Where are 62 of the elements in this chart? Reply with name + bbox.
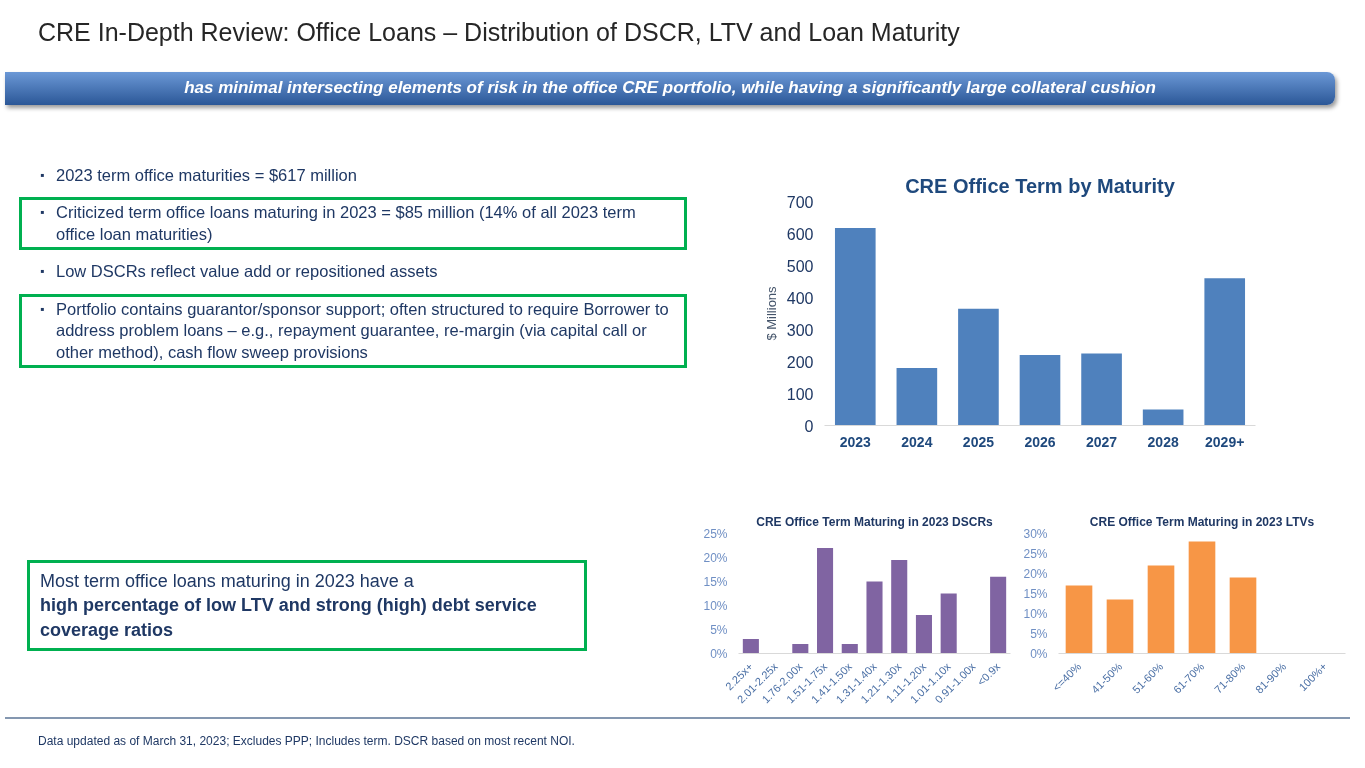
bar xyxy=(866,581,883,654)
bar xyxy=(896,367,938,426)
bar xyxy=(1147,565,1175,654)
x-tick-label: 2024 xyxy=(901,433,933,450)
y-tick-label: 15% xyxy=(1023,586,1048,601)
bar xyxy=(958,308,999,426)
bar xyxy=(1065,585,1093,654)
bar xyxy=(792,643,809,654)
y-tick-label: 500 xyxy=(786,257,814,275)
bar xyxy=(1142,409,1184,426)
text: Data updated as of March 31, 2023; Excludes PPP; Includes term. DSCR based on most recent NOI. xyxy=(5,717,1350,751)
bar xyxy=(990,576,1007,654)
x-tick-label: 2028 xyxy=(1147,433,1179,450)
y-tick-label: 5% xyxy=(1030,626,1048,641)
bar xyxy=(1188,541,1216,654)
y-tick-label: 0 xyxy=(804,417,814,435)
text: ▪ Low DSCRs reflect value add or repositioned assets xyxy=(39,261,439,283)
y-tick-label: 0% xyxy=(1030,646,1048,661)
y-tick-label: 100 xyxy=(786,385,814,403)
bar xyxy=(841,643,858,654)
y-tick-label: 20% xyxy=(703,550,728,565)
bar xyxy=(1106,599,1134,654)
y-tick-label: 700 xyxy=(786,193,814,211)
x-tick-label: 2026 xyxy=(1024,433,1056,450)
y-tick-label: 0% xyxy=(710,646,728,661)
text: high percentage of low LTV and strong (high) debt service coverage ratios xyxy=(40,594,538,642)
bar xyxy=(1204,278,1246,426)
y-tick-label: 25% xyxy=(1023,546,1048,561)
y-axis-title: $ Millions xyxy=(763,285,779,341)
text: CRE In-Depth Review: Office Loans – Distribution of DSCR, LTV and Loan Maturity xyxy=(37,17,960,47)
x-tick-label: 2027 xyxy=(1086,433,1118,450)
y-tick-label: 25% xyxy=(703,526,728,541)
y-tick-label: 15% xyxy=(703,574,728,589)
bar xyxy=(891,559,908,654)
y-tick-label: 600 xyxy=(786,225,814,243)
text: has minimal intersecting elements of risk in the office CRE portfolio, while having a significantly large collateral cushion xyxy=(5,72,1335,105)
y-tick-label: 30% xyxy=(1023,526,1048,541)
chart-title: CRE Office Term by Maturity xyxy=(905,174,1176,197)
y-tick-label: 400 xyxy=(786,289,814,307)
bar xyxy=(1081,353,1122,426)
y-tick-label: 300 xyxy=(786,321,814,339)
y-tick-label: 5% xyxy=(710,622,728,637)
y-tick-label: 10% xyxy=(1023,606,1048,621)
bar xyxy=(834,228,876,426)
bar xyxy=(940,593,957,654)
bar xyxy=(817,547,834,654)
text: ▪ Criticized term office loans maturing in 2023 = $85 million (14% of all 2023 term office loan maturities) xyxy=(39,202,637,245)
y-tick-label: 10% xyxy=(703,598,728,613)
bar xyxy=(1229,577,1257,654)
bar xyxy=(915,615,932,654)
chart-title: CRE Office Term Maturing in 2023 DSCRs xyxy=(756,514,994,529)
x-tick-label: 2023 xyxy=(839,433,872,450)
x-tick-label: 2025 xyxy=(962,433,995,450)
x-tick-label: 2029+ xyxy=(1205,433,1245,450)
bar xyxy=(742,639,759,654)
text: Most term office loans maturing in 2023 have a xyxy=(40,570,415,593)
chart-title: CRE Office Term Maturing in 2023 LTVs xyxy=(1089,514,1315,529)
y-tick-label: 200 xyxy=(786,353,814,371)
y-tick-label: 20% xyxy=(1023,566,1048,581)
bar xyxy=(1019,355,1061,426)
text: ▪ Portfolio contains guarantor/sponsor support; often structured to require Borrower to address problem loans – e.g., repayment guarantee, re-margin (via capital call or other method), cash flow sweep provisions xyxy=(39,298,670,363)
text: ▪ 2023 term office maturities = $617 million xyxy=(39,165,358,186)
